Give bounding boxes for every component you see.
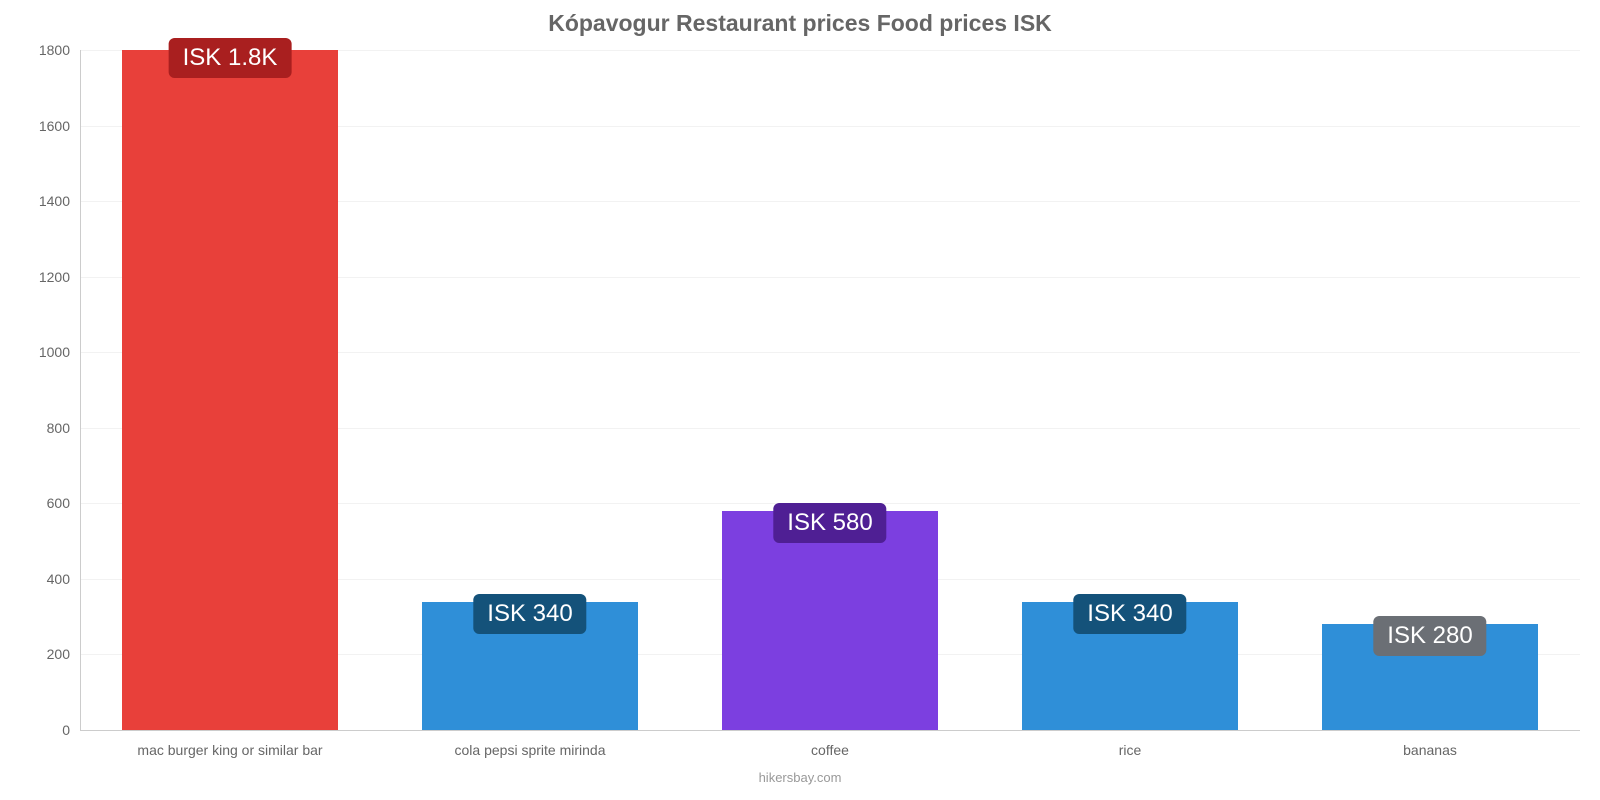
value-badge: ISK 280 (1373, 616, 1486, 656)
xtick-label: coffee (811, 730, 849, 758)
ytick-label: 1000 (39, 344, 80, 360)
ytick-label: 200 (47, 646, 80, 662)
bar (722, 511, 938, 730)
value-badge: ISK 580 (773, 503, 886, 543)
xtick-label: mac burger king or similar bar (137, 730, 322, 758)
value-badge: ISK 1.8K (169, 38, 292, 78)
ytick-label: 1600 (39, 118, 80, 134)
ytick-label: 0 (62, 722, 80, 738)
value-badge: ISK 340 (1073, 594, 1186, 634)
bar (122, 50, 338, 730)
ytick-label: 600 (47, 495, 80, 511)
xtick-label: rice (1119, 730, 1142, 758)
chart-container: Kópavogur Restaurant prices Food prices … (0, 0, 1600, 800)
ytick-label: 1400 (39, 193, 80, 209)
ytick-label: 1800 (39, 42, 80, 58)
xtick-label: cola pepsi sprite mirinda (455, 730, 606, 758)
plot-area: 020040060080010001200140016001800ISK 1.8… (80, 50, 1580, 730)
chart-title: Kópavogur Restaurant prices Food prices … (0, 10, 1600, 37)
xtick-label: bananas (1403, 730, 1457, 758)
value-badge: ISK 340 (473, 594, 586, 634)
ytick-label: 400 (47, 571, 80, 587)
y-axis-line (80, 50, 81, 730)
ytick-label: 1200 (39, 269, 80, 285)
source-text: hikersbay.com (759, 770, 842, 785)
ytick-label: 800 (47, 420, 80, 436)
